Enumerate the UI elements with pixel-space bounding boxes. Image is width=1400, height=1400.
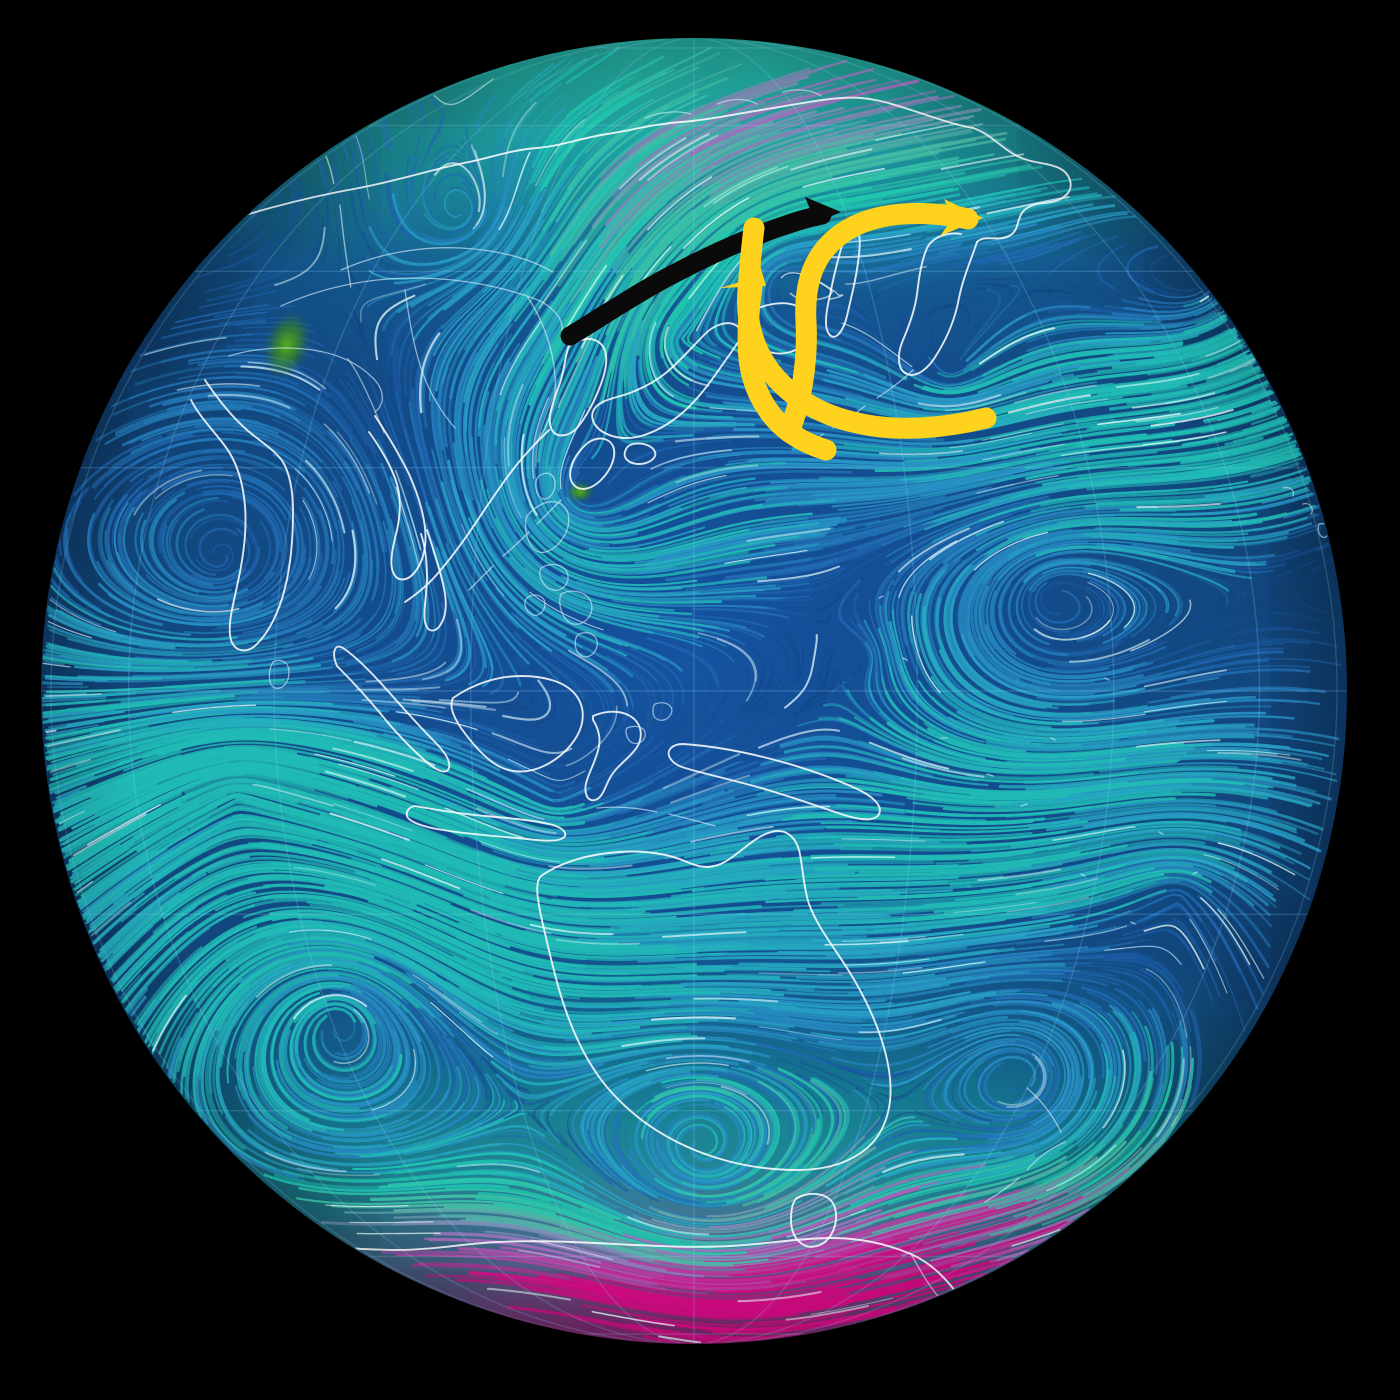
coastline-new-guinea [667, 743, 881, 821]
coastline-siberia [190, 96, 974, 235]
coastline-antarctica [110, 1237, 994, 1335]
border-china-inland [280, 277, 563, 445]
coastline-sri-lanka [268, 659, 290, 689]
coastline-layer [110, 89, 1331, 1335]
border-himalaya [228, 347, 383, 413]
coastline-kuril-islands [798, 369, 914, 449]
coastline-india [190, 379, 294, 652]
coastline-chukotka [972, 127, 1072, 243]
coastline-malay-peninsula [420, 529, 447, 632]
coastline-sumatra [333, 645, 451, 773]
coastline-hawaii [1282, 486, 1331, 539]
coastline-sakhalin [824, 223, 861, 338]
coastline-indochina [368, 415, 427, 581]
coastline-java [405, 805, 567, 842]
border-mongolia [340, 247, 554, 273]
coastline-honshu [591, 322, 743, 440]
coastline-taiwan [535, 472, 556, 500]
coastline-maluku-islands [596, 702, 716, 827]
coastline-kyushu [569, 437, 616, 490]
coastline-new-zealand [984, 1087, 1066, 1203]
coastline-pacific-islands [878, 595, 1198, 925]
coastline-sulawesi [584, 710, 642, 802]
coastline-antarctic-peninsula [910, 1253, 986, 1331]
coastline-australia [536, 830, 892, 1171]
coastline-shikoku [623, 442, 657, 465]
globe[interactable] [41, 38, 1347, 1344]
coastline-borneo [450, 675, 584, 773]
coastline-kamchatka [898, 232, 978, 376]
coastline-philippines-islands [524, 501, 598, 658]
coastline-hokkaido [738, 302, 812, 355]
coastline-korea [548, 338, 608, 437]
